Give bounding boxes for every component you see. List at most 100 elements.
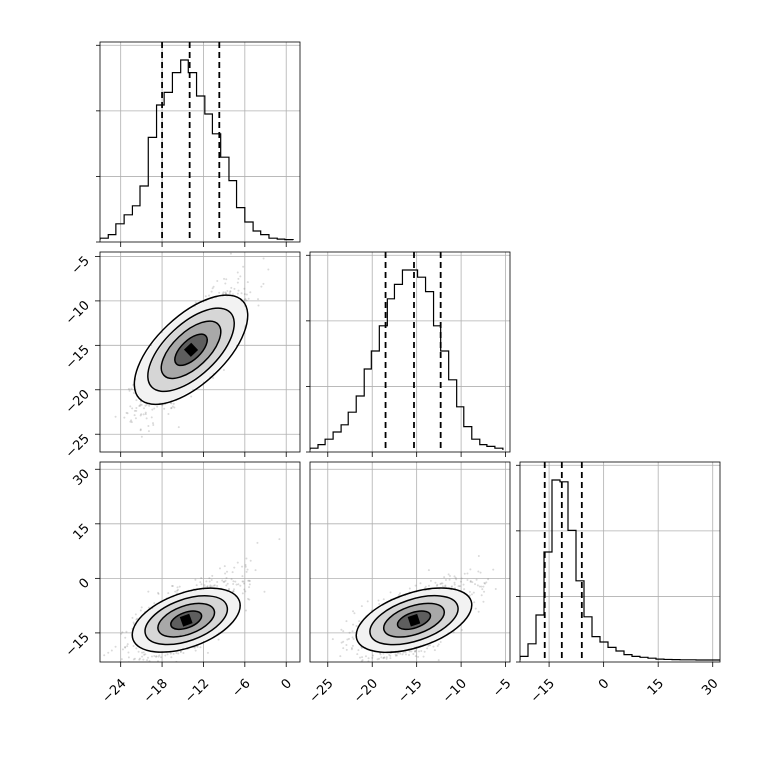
scatter-point — [153, 456, 155, 458]
scatter-point — [224, 572, 227, 575]
scatter-point — [444, 584, 447, 587]
scatter-point — [487, 578, 490, 581]
scatter-point — [124, 636, 127, 639]
scatter-point — [477, 555, 480, 558]
scatter-point — [399, 592, 402, 595]
scatter-point — [213, 584, 216, 587]
density-peak — [183, 342, 199, 357]
scatter-point — [263, 590, 266, 593]
scatter-point — [134, 613, 137, 616]
scatter-point — [120, 658, 123, 661]
scatter-point — [225, 584, 228, 587]
scatter-point — [483, 590, 486, 593]
scatter-point — [429, 579, 432, 582]
scatter-point — [394, 654, 397, 657]
scatter-point — [143, 653, 146, 656]
scatter-point — [481, 588, 484, 591]
scatter-point — [140, 403, 143, 406]
scatter-point — [199, 646, 202, 649]
scatter-point — [477, 610, 480, 613]
scatter-point — [244, 590, 247, 593]
scatter-point — [153, 407, 156, 410]
x-tick-label: −12 — [182, 676, 212, 706]
scatter-point — [417, 655, 420, 658]
scatter-point — [148, 663, 150, 665]
scatter-point — [378, 657, 381, 660]
scatter-point — [368, 671, 370, 673]
scatter-point — [172, 665, 174, 667]
scatter-point — [228, 587, 231, 590]
panel-frames — [99, 41, 721, 663]
scatter-point — [236, 561, 239, 564]
scatter-point — [397, 594, 400, 597]
scatter-point — [246, 281, 249, 284]
scatter-point — [133, 414, 136, 417]
scatter-point — [379, 665, 381, 667]
scatter-point — [147, 590, 150, 593]
scatter-point — [480, 585, 483, 588]
scatter-point — [466, 572, 469, 575]
scatter-point — [218, 567, 221, 570]
scatter-point — [150, 416, 153, 419]
scatter-point — [359, 656, 362, 659]
scatter-point — [144, 413, 147, 416]
scatter-point — [164, 654, 167, 657]
panel-frame-2-1 — [309, 461, 511, 663]
scatter-point — [245, 293, 248, 296]
scatter-point — [477, 570, 480, 573]
scatter-point — [419, 582, 422, 585]
x-tick-label: −24 — [100, 676, 130, 706]
scatter-point — [209, 584, 212, 587]
scatter-point — [169, 652, 172, 655]
scatter-point — [463, 572, 466, 575]
scatter-point — [223, 277, 226, 280]
scatter-point — [351, 644, 354, 647]
scatter-point — [352, 623, 355, 626]
histogram-step-2 — [520, 479, 720, 661]
contour-line-2 — [160, 320, 222, 380]
scatter-point — [142, 407, 145, 410]
scatter-point — [211, 574, 214, 577]
contour-line-3 — [174, 333, 208, 367]
scatter-point — [216, 279, 219, 282]
scatter-point — [208, 294, 211, 297]
scatter-point — [177, 588, 180, 591]
scatter-point — [205, 580, 208, 583]
scatter-point — [355, 625, 358, 628]
scatter-point — [206, 651, 209, 654]
x-tick-label: −10 — [440, 676, 470, 706]
scatter-point — [225, 576, 228, 579]
scatter-point — [245, 557, 248, 560]
scatter-point — [170, 664, 172, 666]
contour-line-2 — [382, 602, 446, 638]
scatter-point — [217, 638, 220, 641]
scatter-point — [234, 580, 237, 583]
histogram-step-1 — [310, 269, 504, 450]
scatter-point — [114, 415, 117, 418]
scatter-point — [460, 577, 463, 580]
scatter-point — [389, 654, 392, 657]
scatter-point — [147, 430, 150, 433]
scatter-point — [138, 404, 141, 407]
scatter-point — [342, 630, 345, 633]
x-tick-label: −5 — [490, 676, 514, 700]
scatter-point — [235, 583, 238, 586]
scatter-point — [239, 584, 242, 587]
scatter-point — [356, 653, 359, 656]
scatter-point — [157, 592, 160, 595]
scatter-point — [216, 584, 219, 587]
scatter-point — [352, 610, 355, 613]
contour-line-0 — [133, 294, 249, 406]
scatter-point — [123, 416, 126, 419]
x-tick-label: −15 — [528, 676, 558, 706]
scatter-point — [427, 644, 430, 647]
scatter-point — [459, 585, 462, 588]
scatter-point — [460, 629, 463, 632]
scatter-point — [237, 289, 240, 292]
scatter-point — [226, 570, 229, 573]
scatter-point — [448, 578, 451, 581]
scatter-point — [130, 387, 133, 390]
scatter-point — [167, 413, 170, 416]
scatter-point — [366, 600, 369, 603]
scatter-point — [229, 252, 232, 255]
